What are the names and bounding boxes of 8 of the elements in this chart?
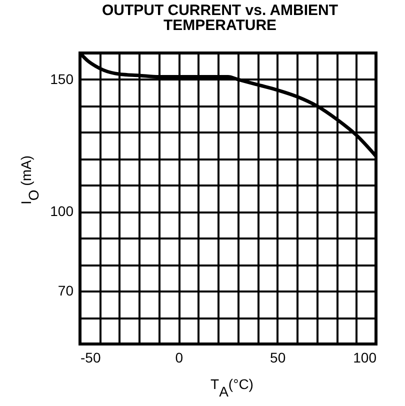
y-tick-label: 70 <box>58 282 74 299</box>
chart-title: OUTPUT CURRENT vs. AMBIENT TEMPERATURE <box>100 2 340 34</box>
x-tick-label: 50 <box>270 350 286 366</box>
x-tick-label: 100 <box>353 350 377 366</box>
y-tick-label: 100 <box>50 203 74 220</box>
y-tick-label: 150 <box>50 70 74 87</box>
x-tick-label: -50 <box>80 350 101 366</box>
x-tick-label: 0 <box>175 350 184 366</box>
